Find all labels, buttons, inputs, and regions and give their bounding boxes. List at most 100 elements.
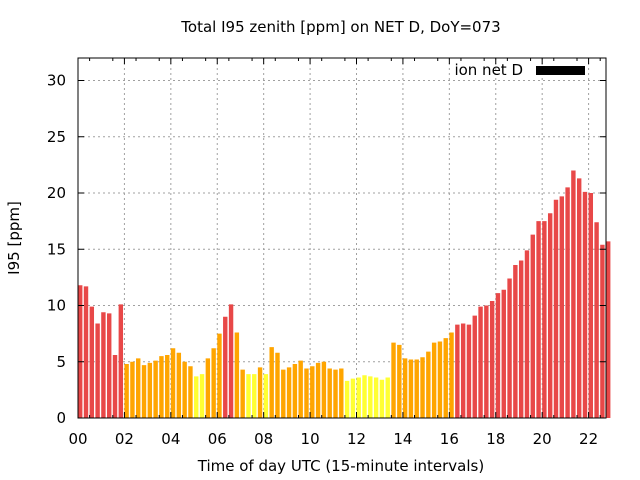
bar	[437, 341, 443, 418]
bar	[565, 187, 570, 418]
bar	[582, 191, 588, 418]
bar	[559, 196, 564, 418]
bar	[252, 374, 257, 418]
bar	[420, 357, 425, 418]
bar	[199, 374, 205, 418]
x-tick-label: 06	[208, 430, 227, 448]
x-tick-labels: 00 02 04 06 08 10 12 14 16 18 20 22	[68, 430, 598, 448]
chart-title: Total I95 zenith [ppm] on NET D, DoY=073	[180, 18, 500, 36]
y-tick-label: 5	[56, 353, 66, 371]
y-tick-label: 10	[47, 297, 66, 315]
bar	[344, 380, 350, 418]
bar	[472, 315, 477, 418]
bar	[606, 241, 611, 418]
bar	[257, 367, 263, 418]
bar	[83, 286, 89, 418]
bar	[588, 193, 594, 418]
bar	[478, 306, 483, 418]
bar	[286, 367, 292, 418]
bar	[89, 306, 95, 418]
bar	[362, 375, 367, 418]
bar	[281, 369, 286, 418]
bar	[385, 377, 390, 418]
bar	[368, 376, 373, 418]
bar	[234, 332, 240, 418]
x-tick-label: 02	[115, 430, 134, 448]
y-tick-label: 25	[47, 128, 66, 146]
bar	[576, 178, 582, 418]
x-tick-label: 08	[254, 430, 273, 448]
bar	[513, 265, 518, 418]
bar	[159, 356, 164, 418]
bar	[460, 323, 466, 418]
bar	[333, 369, 338, 418]
bar	[489, 301, 495, 418]
y-tick-labels: 0 5 10 15 20 25 30	[47, 72, 66, 428]
bar	[310, 366, 315, 418]
bar	[78, 285, 83, 418]
bar	[269, 347, 274, 418]
y-tick-label: 20	[47, 184, 66, 202]
bar	[397, 344, 402, 418]
bar	[495, 293, 501, 418]
plot-frame	[77, 57, 607, 419]
y-tick-label: 0	[56, 409, 66, 427]
x-tick-label: 04	[161, 430, 180, 448]
bar	[205, 358, 211, 418]
bar	[443, 338, 448, 418]
x-axis-label: Time of day UTC (15-minute intervals)	[197, 457, 484, 475]
bar	[176, 352, 182, 418]
bar	[542, 221, 547, 418]
bar	[141, 365, 147, 418]
bar	[536, 221, 541, 418]
bar	[112, 355, 118, 418]
legend: ion net D	[454, 61, 585, 79]
x-tick-label: 12	[347, 430, 366, 448]
bar	[107, 313, 112, 418]
legend-label: ion net D	[454, 61, 523, 79]
bar	[153, 360, 158, 418]
bar	[182, 361, 187, 418]
bar	[373, 377, 379, 418]
bars	[78, 170, 611, 418]
bar	[327, 368, 332, 418]
bar	[571, 170, 576, 418]
bar	[414, 359, 419, 418]
bar	[246, 374, 251, 418]
x-tick-label: 18	[486, 430, 505, 448]
y-axis-label: I95 [ppm]	[5, 201, 23, 275]
bar	[402, 358, 408, 418]
bar	[147, 362, 153, 418]
bar	[466, 324, 472, 418]
y-tick-label: 15	[47, 240, 66, 258]
y-tick-label: 30	[47, 72, 66, 90]
bar	[547, 213, 553, 418]
bar	[350, 378, 356, 418]
bar	[188, 366, 193, 418]
bar	[455, 324, 460, 418]
bar	[431, 342, 437, 418]
x-tick-label: 20	[533, 430, 552, 448]
bar	[315, 362, 321, 418]
bar	[136, 358, 141, 418]
bar	[118, 304, 124, 418]
bar	[275, 352, 280, 418]
bar	[426, 351, 431, 418]
bar	[228, 304, 234, 418]
bar	[298, 360, 303, 418]
bar	[530, 234, 535, 418]
bar	[217, 333, 222, 418]
bar	[553, 199, 559, 418]
bar	[339, 368, 344, 418]
ticks	[77, 58, 606, 419]
bar	[408, 359, 414, 418]
bar	[101, 312, 106, 418]
bar	[211, 348, 216, 418]
bar	[501, 289, 506, 418]
bar	[240, 369, 245, 418]
bar	[594, 222, 599, 418]
bar	[321, 361, 327, 418]
x-tick-label: 10	[301, 430, 320, 448]
bar	[507, 278, 512, 418]
